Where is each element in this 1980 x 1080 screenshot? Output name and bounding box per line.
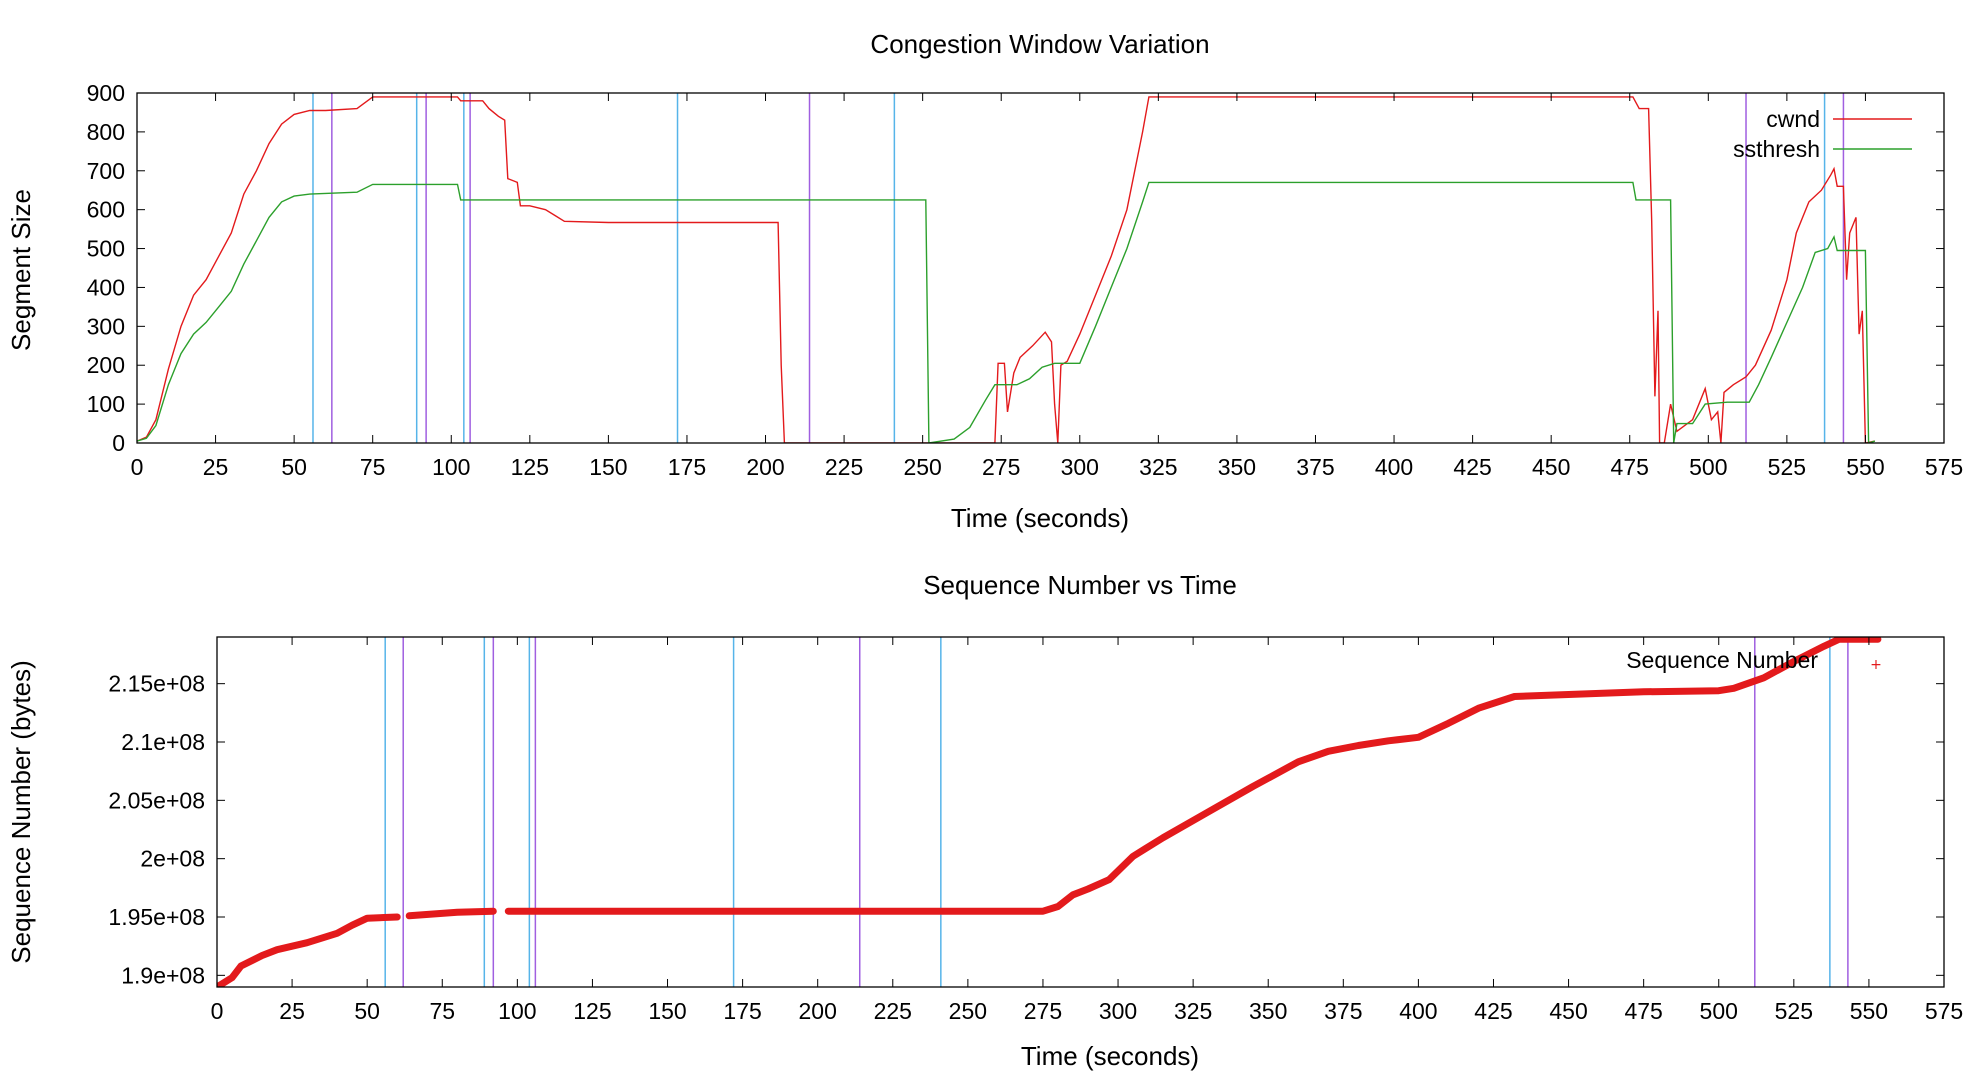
cwnd-x-tick-label: 50 [281,454,307,480]
cwnd-chart: Congestion Window Variation 0 25 50 75 100 12… [6,29,1963,533]
sequence-x-tick-label: 425 [1474,998,1512,1024]
legend-label-cwnd: cwnd [1766,106,1820,132]
cwnd-x-tick-label: 75 [360,454,386,480]
sequence-x-tick-label: 250 [949,998,987,1024]
cwnd-y-tick-label: 800 [87,119,125,145]
cwnd-event-lines [312,93,1845,443]
sequence-plot-frame [216,636,1945,988]
sequence-x-tick-label: 300 [1099,998,1137,1024]
cwnd-chart-title: Congestion Window Variation [870,29,1209,59]
cwnd-y-tick-label: 200 [87,352,125,378]
cwnd-x-tick-label: 575 [1925,454,1963,480]
cwnd-x-tick-label: 300 [1061,454,1099,480]
series-line-ssthresh [137,181,1876,443]
sequence-y-axis-label: Sequence Number (bytes) [6,660,36,963]
sequence-x-tick-label: 525 [1775,998,1813,1024]
series-sequence-number-segment [405,907,497,920]
cwnd-y-tick-label: 900 [87,80,125,106]
cwnd-y-tick-label: 400 [87,274,125,300]
sequence-x-tick-label: 550 [1850,998,1888,1024]
cwnd-x-tick-label: 250 [903,454,941,480]
sequence-x-tick-label: 575 [1925,998,1963,1024]
sequence-y-tick-label: 2e+08 [140,846,205,872]
sequence-x-tick-label: 75 [429,998,455,1024]
cwnd-y-axis-label: Segment Size [6,189,36,351]
cwnd-x-tick-label: 550 [1846,454,1884,480]
sequence-x-tick-label: 125 [573,998,611,1024]
series-sequence-number-segment [504,637,1882,915]
sequence-y-tick-label: 2.15e+08 [108,671,205,697]
cwnd-y-tick-label: 700 [87,158,125,184]
cwnd-x-tick-label: 125 [511,454,549,480]
sequence-x-tick-label: 100 [498,998,536,1024]
sequence-x-tick-label: 350 [1249,998,1287,1024]
sequence-x-tick-label: 200 [799,998,837,1024]
series-sequence-number-segment [217,913,401,987]
sequence-y-tick-label: 1.95e+08 [108,904,205,930]
sequence-x-tick-label: 450 [1549,998,1587,1024]
cwnd-x-tick-label: 475 [1611,454,1649,480]
sequence-x-tick-label: 400 [1399,998,1437,1024]
cwnd-x-tick-label: 175 [668,454,706,480]
cwnd-x-tick-label: 425 [1453,454,1491,480]
sequence-x-tick-label: 325 [1174,998,1212,1024]
legend-label-ssthresh: ssthresh [1733,136,1820,162]
cwnd-plot-frame [136,92,1945,444]
cwnd-ticks: 0 25 50 75 100 125 150 175 200 225 250 275 300 325 350… [87,80,1964,480]
cwnd-y-tick-label: 100 [87,391,125,417]
sequence-y-tick-label: 2.05e+08 [108,787,205,813]
cwnd-x-tick-label: 525 [1768,454,1806,480]
sequence-x-tick-label: 0 [211,998,224,1024]
sequence-legend: Sequence Number + [1626,647,1882,673]
sequence-x-tick-label: 475 [1624,998,1662,1024]
cwnd-x-tick-label: 325 [1139,454,1177,480]
sequence-x-tick-label: 50 [354,998,380,1024]
sequence-event-lines [384,637,1849,987]
legend-label-sequence-number: Sequence Number [1626,647,1818,673]
cwnd-series-group [137,96,1876,443]
sequence-x-tick-label: 375 [1324,998,1362,1024]
cwnd-x-tick-label: 375 [1296,454,1334,480]
cwnd-x-tick-label: 200 [746,454,784,480]
cwnd-y-tick-label: 600 [87,197,125,223]
sequence-y-tick-label: 1.9e+08 [121,962,205,988]
cwnd-x-axis-label: Time (seconds) [951,503,1129,533]
cwnd-x-tick-label: 150 [589,454,627,480]
cwnd-y-tick-label: 0 [112,430,125,456]
cwnd-legend: cwnd ssthresh [1733,106,1912,162]
sequence-ticks: 0 25 50 75 100 125 150 175 200 225 250 275 300 325 350… [108,637,1963,1024]
cwnd-x-tick-label: 225 [825,454,863,480]
sequence-x-tick-label: 25 [279,998,305,1024]
sequence-x-tick-label: 500 [1700,998,1738,1024]
cwnd-x-tick-label: 100 [432,454,470,480]
sequence-x-tick-label: 150 [648,998,686,1024]
sequence-x-tick-label: 175 [723,998,761,1024]
sequence-chart-title: Sequence Number vs Time [923,570,1237,600]
legend-marker-sequence-number: + [1870,657,1882,673]
cwnd-y-tick-label: 300 [87,313,125,339]
sequence-y-tick-label: 2.1e+08 [121,729,205,755]
cwnd-x-tick-label: 275 [982,454,1020,480]
cwnd-x-tick-label: 350 [1218,454,1256,480]
sequence-x-axis-label: Time (seconds) [1021,1041,1199,1071]
series-line-cwnd [137,96,1876,443]
cwnd-x-tick-label: 450 [1532,454,1570,480]
cwnd-x-tick-label: 400 [1375,454,1413,480]
sequence-x-tick-label: 275 [1024,998,1062,1024]
sequence-x-tick-label: 225 [874,998,912,1024]
cwnd-x-tick-label: 500 [1689,454,1727,480]
cwnd-x-tick-label: 0 [131,454,144,480]
cwnd-y-tick-label: 500 [87,236,125,262]
sequence-series-group [217,637,1882,987]
sequence-chart: Sequence Number vs Time 0 25 50 75 100 125 150… [6,570,1963,1071]
cwnd-x-tick-label: 25 [203,454,229,480]
